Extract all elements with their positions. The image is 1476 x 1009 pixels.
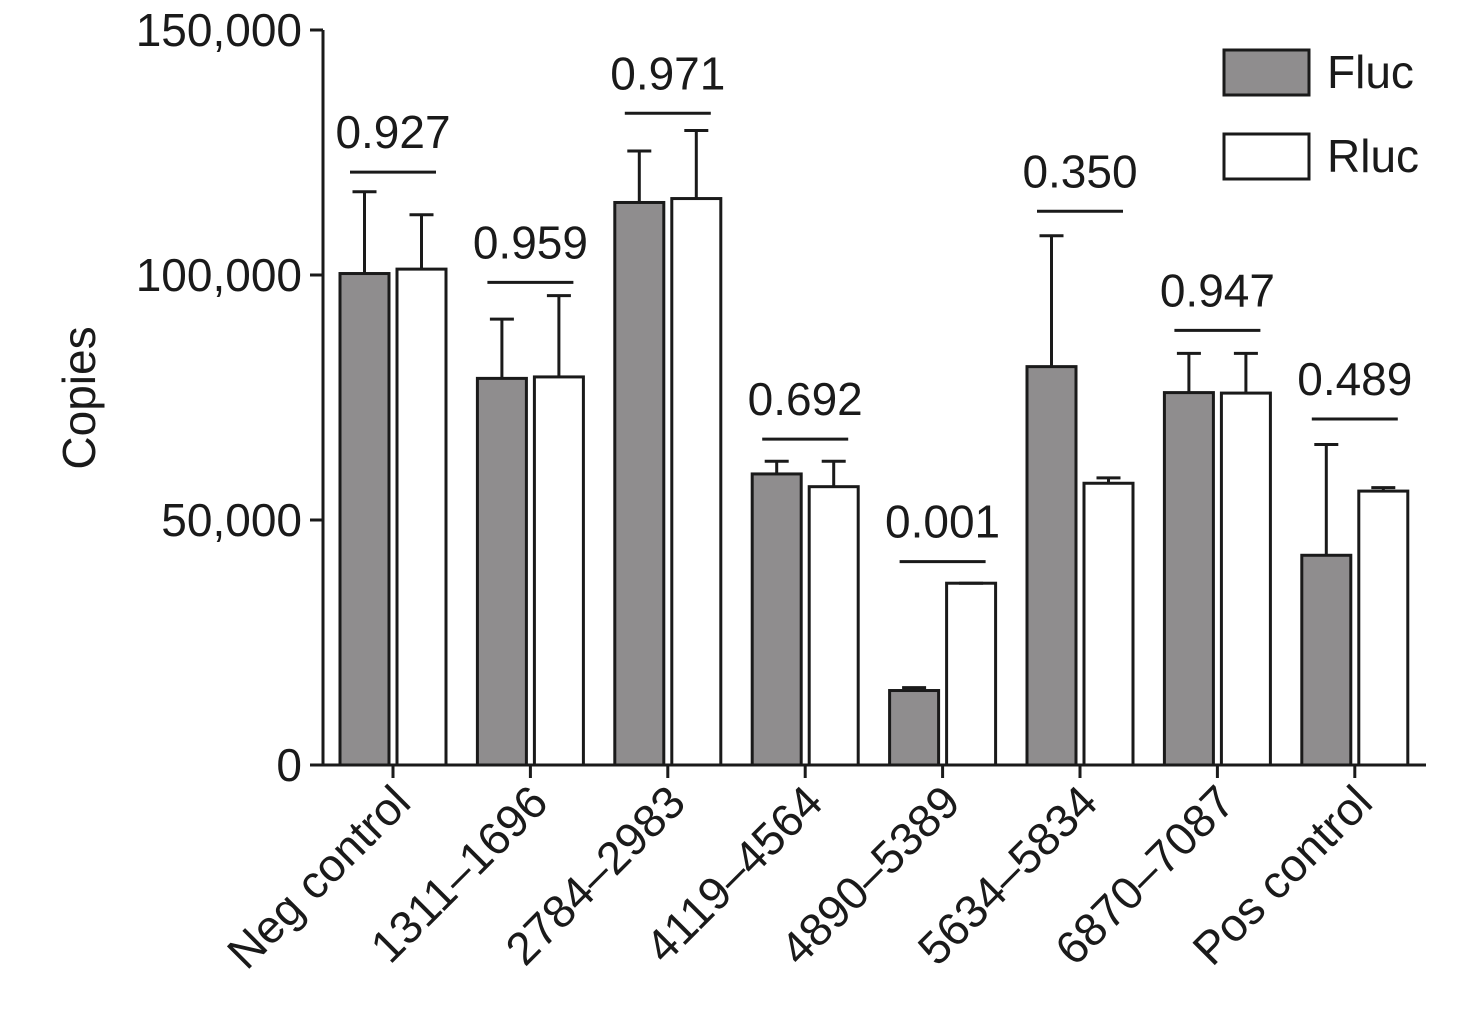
y-tick-label: 0 bbox=[276, 739, 302, 791]
bar-rluc bbox=[1357, 489, 1410, 767]
bar-rluc bbox=[670, 197, 723, 767]
p-value-label: 0.350 bbox=[1022, 145, 1137, 197]
bar-fluc bbox=[1025, 365, 1078, 767]
y-tick-label: 150,000 bbox=[136, 4, 302, 56]
y-ticks-layer: 0 50,000 100,000 150,000 bbox=[136, 4, 323, 791]
bar-fluc bbox=[1162, 391, 1215, 767]
bar-fluc bbox=[475, 376, 528, 767]
bar-fluc bbox=[613, 200, 666, 767]
bar-rluc bbox=[1082, 481, 1135, 767]
bar-rluc bbox=[532, 375, 585, 767]
bar-fluc bbox=[338, 272, 391, 767]
p-value-label: 0.692 bbox=[748, 373, 863, 425]
p-value-label: 0.927 bbox=[335, 106, 450, 158]
bar-rluc bbox=[945, 581, 998, 767]
p-value-label: 0.947 bbox=[1160, 264, 1275, 316]
bar-rluc bbox=[395, 267, 448, 767]
bar-rluc bbox=[1219, 391, 1272, 767]
p-values-layer: 0.927 0.959 0.971 0.692 0.001 0.350 0.947 0.489 bbox=[335, 47, 1412, 564]
p-value-label: 0.001 bbox=[885, 496, 1000, 548]
bar-fluc bbox=[750, 472, 803, 767]
bar-fluc bbox=[888, 689, 941, 767]
y-tick-label: 100,000 bbox=[136, 249, 302, 301]
legend-swatch-rluc bbox=[1222, 132, 1311, 181]
y-axis-label: Copies bbox=[53, 326, 105, 469]
legend-label-fluc: Fluc bbox=[1327, 46, 1414, 98]
axes-layer bbox=[310, 30, 1426, 767]
y-tick-label: 50,000 bbox=[161, 494, 302, 546]
x-ticks-layer: Neg control1311–16962784–29834119–456448… bbox=[217, 765, 1382, 978]
legend-label-rluc: Rluc bbox=[1327, 130, 1419, 182]
error-bars-layer bbox=[352, 128, 1396, 691]
bar-fluc bbox=[1300, 553, 1353, 767]
legend: Fluc Rluc bbox=[1222, 46, 1419, 182]
p-value-label: 0.971 bbox=[610, 47, 725, 99]
p-value-label: 0.489 bbox=[1297, 353, 1412, 405]
bar-rluc bbox=[807, 485, 860, 767]
legend-swatch-fluc bbox=[1222, 48, 1311, 97]
p-value-label: 0.959 bbox=[473, 216, 588, 268]
